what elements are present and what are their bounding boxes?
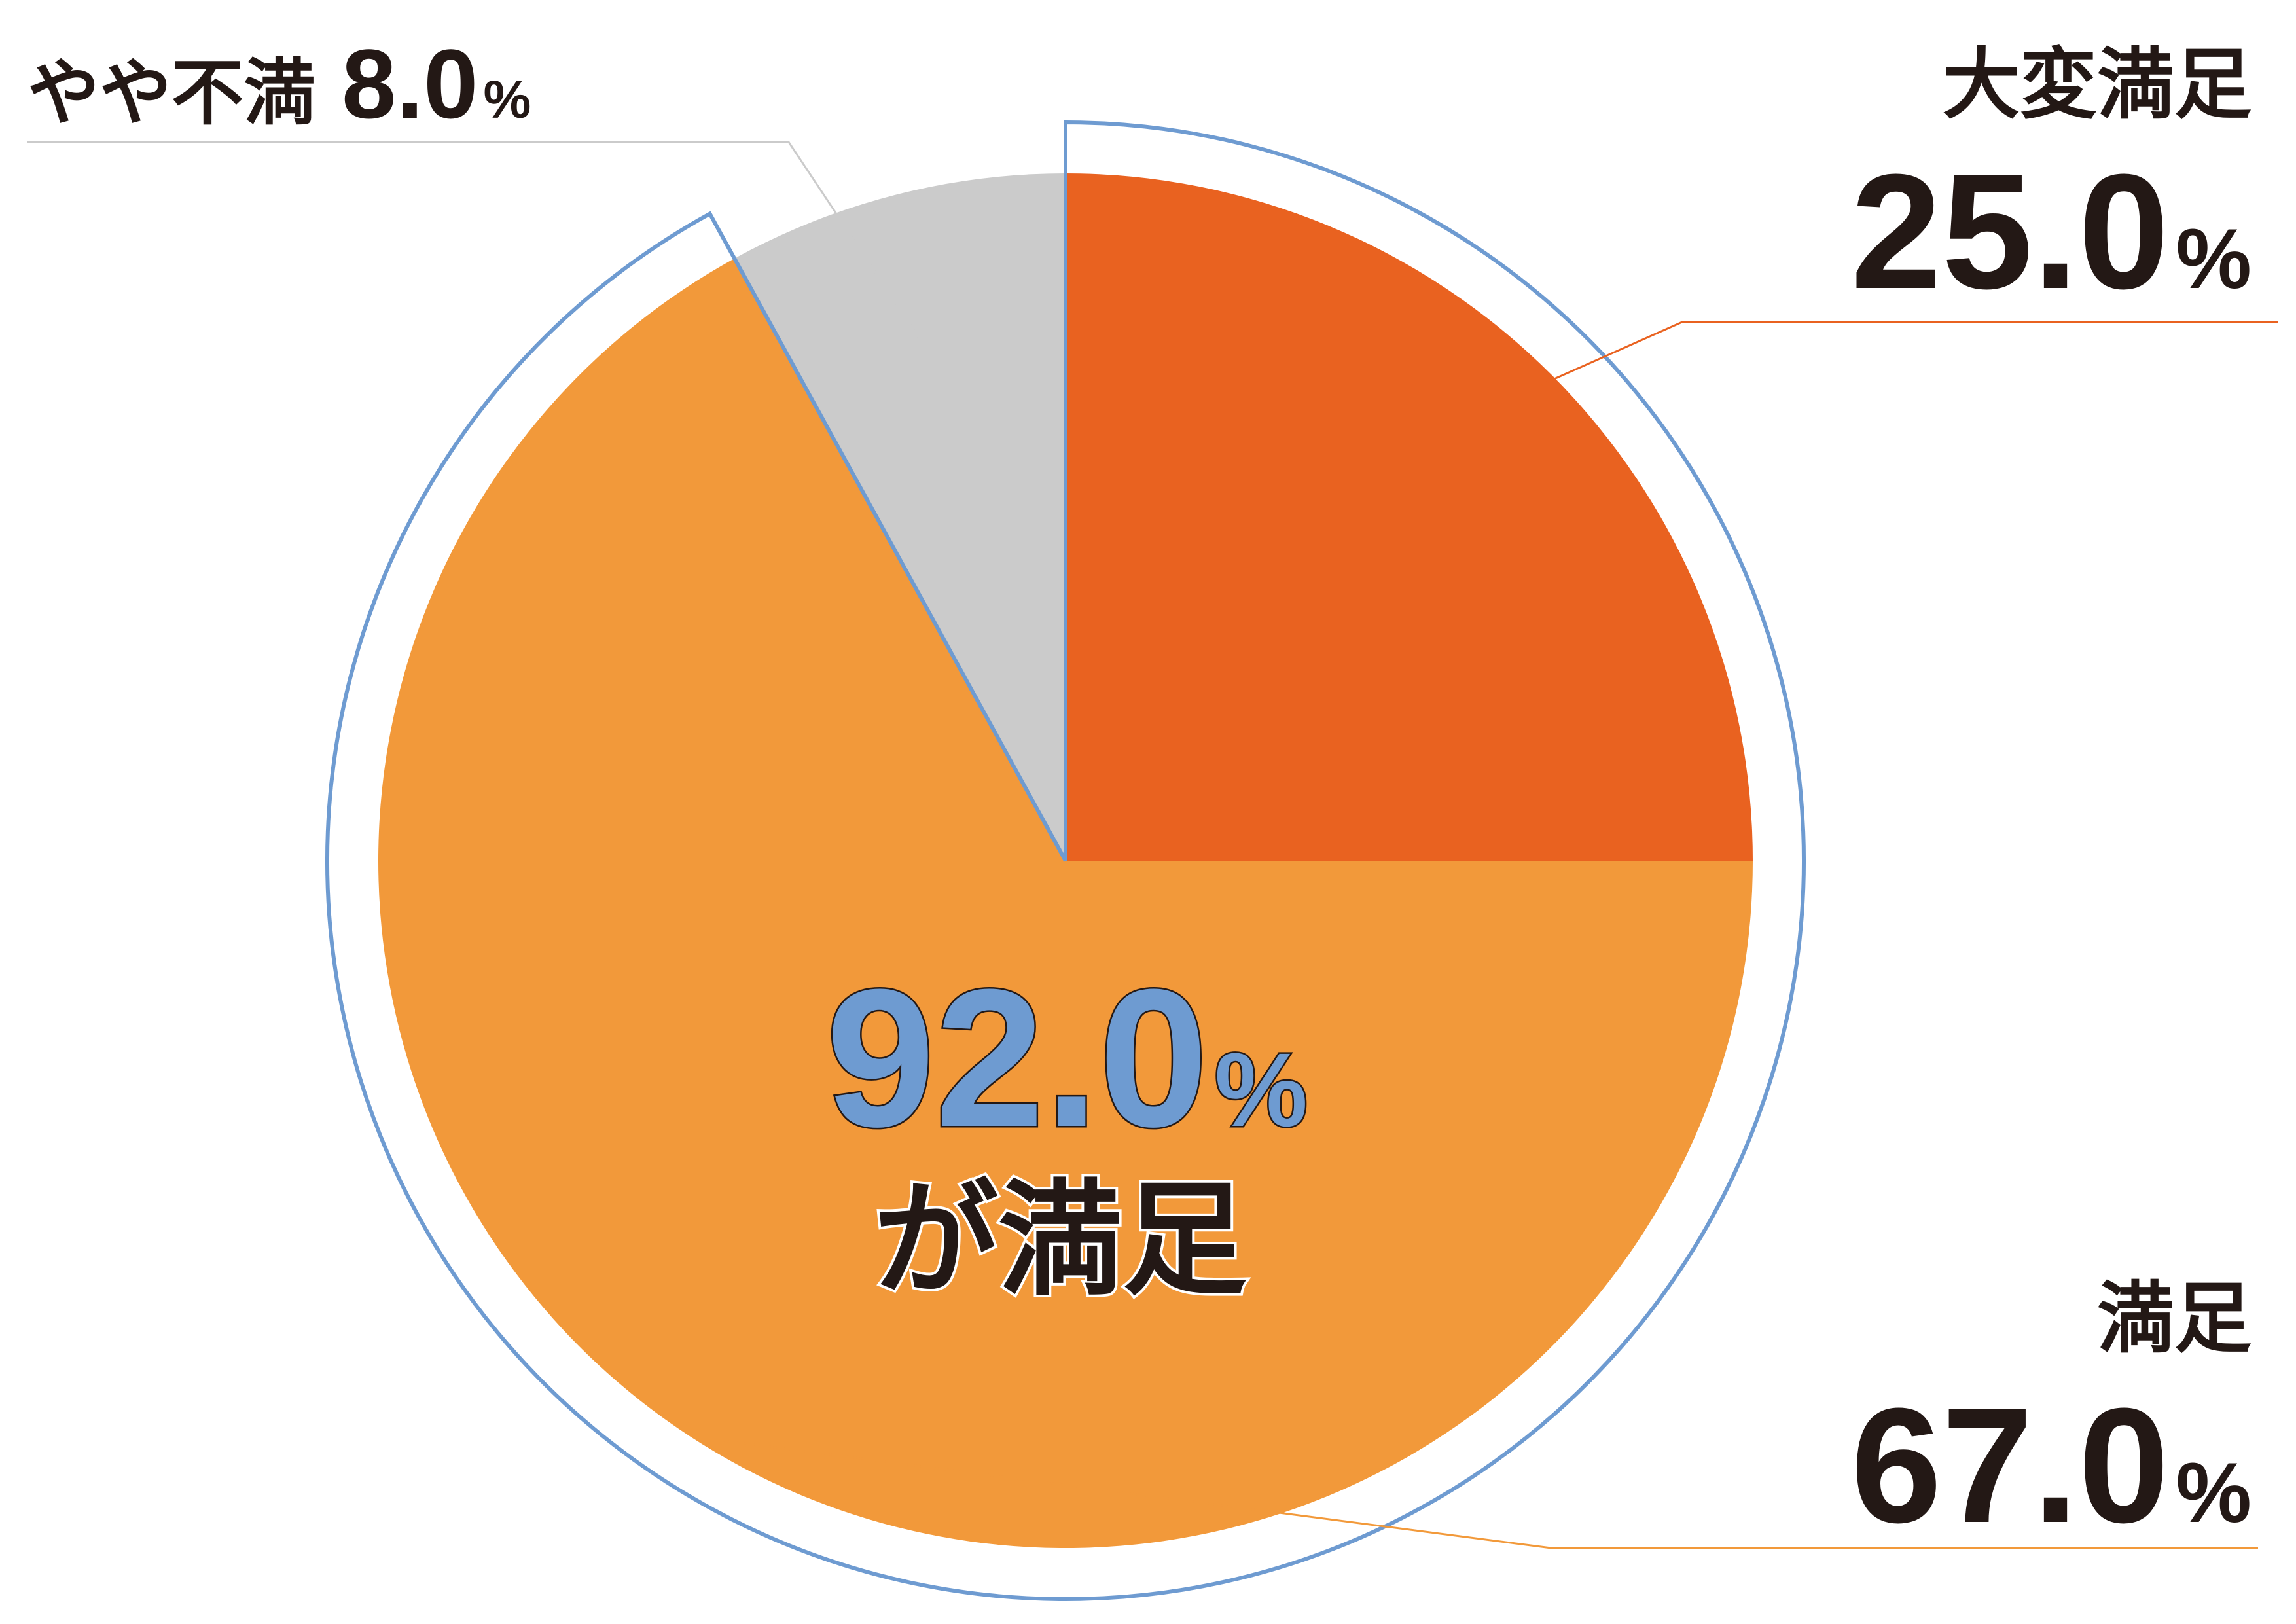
label-very-satisfied: 大変満足 25.0% xyxy=(1851,42,2251,323)
center-value-group: 92.0% xyxy=(826,948,1308,1168)
leader-line-0 xyxy=(1541,321,2278,386)
label-slightly-dissatisfied-value: 8.0 xyxy=(342,29,478,139)
pie-slices xyxy=(378,173,1753,1549)
pie-slice-1 xyxy=(378,258,1753,1549)
pie-slice-2 xyxy=(734,173,1066,861)
label-very-satisfied-value-group: 25.0% xyxy=(1851,140,2251,323)
label-satisfied-value: 67.0 xyxy=(1851,1374,2170,1557)
pie-slice-0 xyxy=(1066,173,1753,861)
leader-lines xyxy=(27,141,2278,1549)
label-slightly-dissatisfied-unit: % xyxy=(484,70,531,130)
label-slightly-dissatisfied-group: やや不満 8.0% xyxy=(27,29,531,139)
leader-line-2 xyxy=(27,141,941,369)
label-satisfied: 満足 67.0% xyxy=(1851,1276,2251,1557)
highlight-outline xyxy=(325,120,1806,1601)
label-very-satisfied-name: 大変満足 xyxy=(1943,42,2251,128)
label-very-satisfied-value: 25.0 xyxy=(1851,140,2170,323)
label-slightly-dissatisfied-name: やや不満 xyxy=(27,53,315,134)
center-annotation: 92.0% が満足 xyxy=(824,947,1309,1313)
center-caption: が満足 xyxy=(874,1171,1247,1310)
label-satisfied-unit: % xyxy=(2176,1445,2251,1540)
label-slightly-dissatisfied: やや不満 8.0% xyxy=(27,29,531,139)
label-very-satisfied-unit: % xyxy=(2176,211,2251,306)
center-unit: % xyxy=(1215,1031,1308,1148)
label-satisfied-name: 満足 xyxy=(2097,1276,2251,1362)
center-value: 92.0 xyxy=(826,948,1208,1168)
leader-line-1 xyxy=(723,1439,2258,1549)
label-satisfied-value-group: 67.0% xyxy=(1851,1374,2251,1557)
